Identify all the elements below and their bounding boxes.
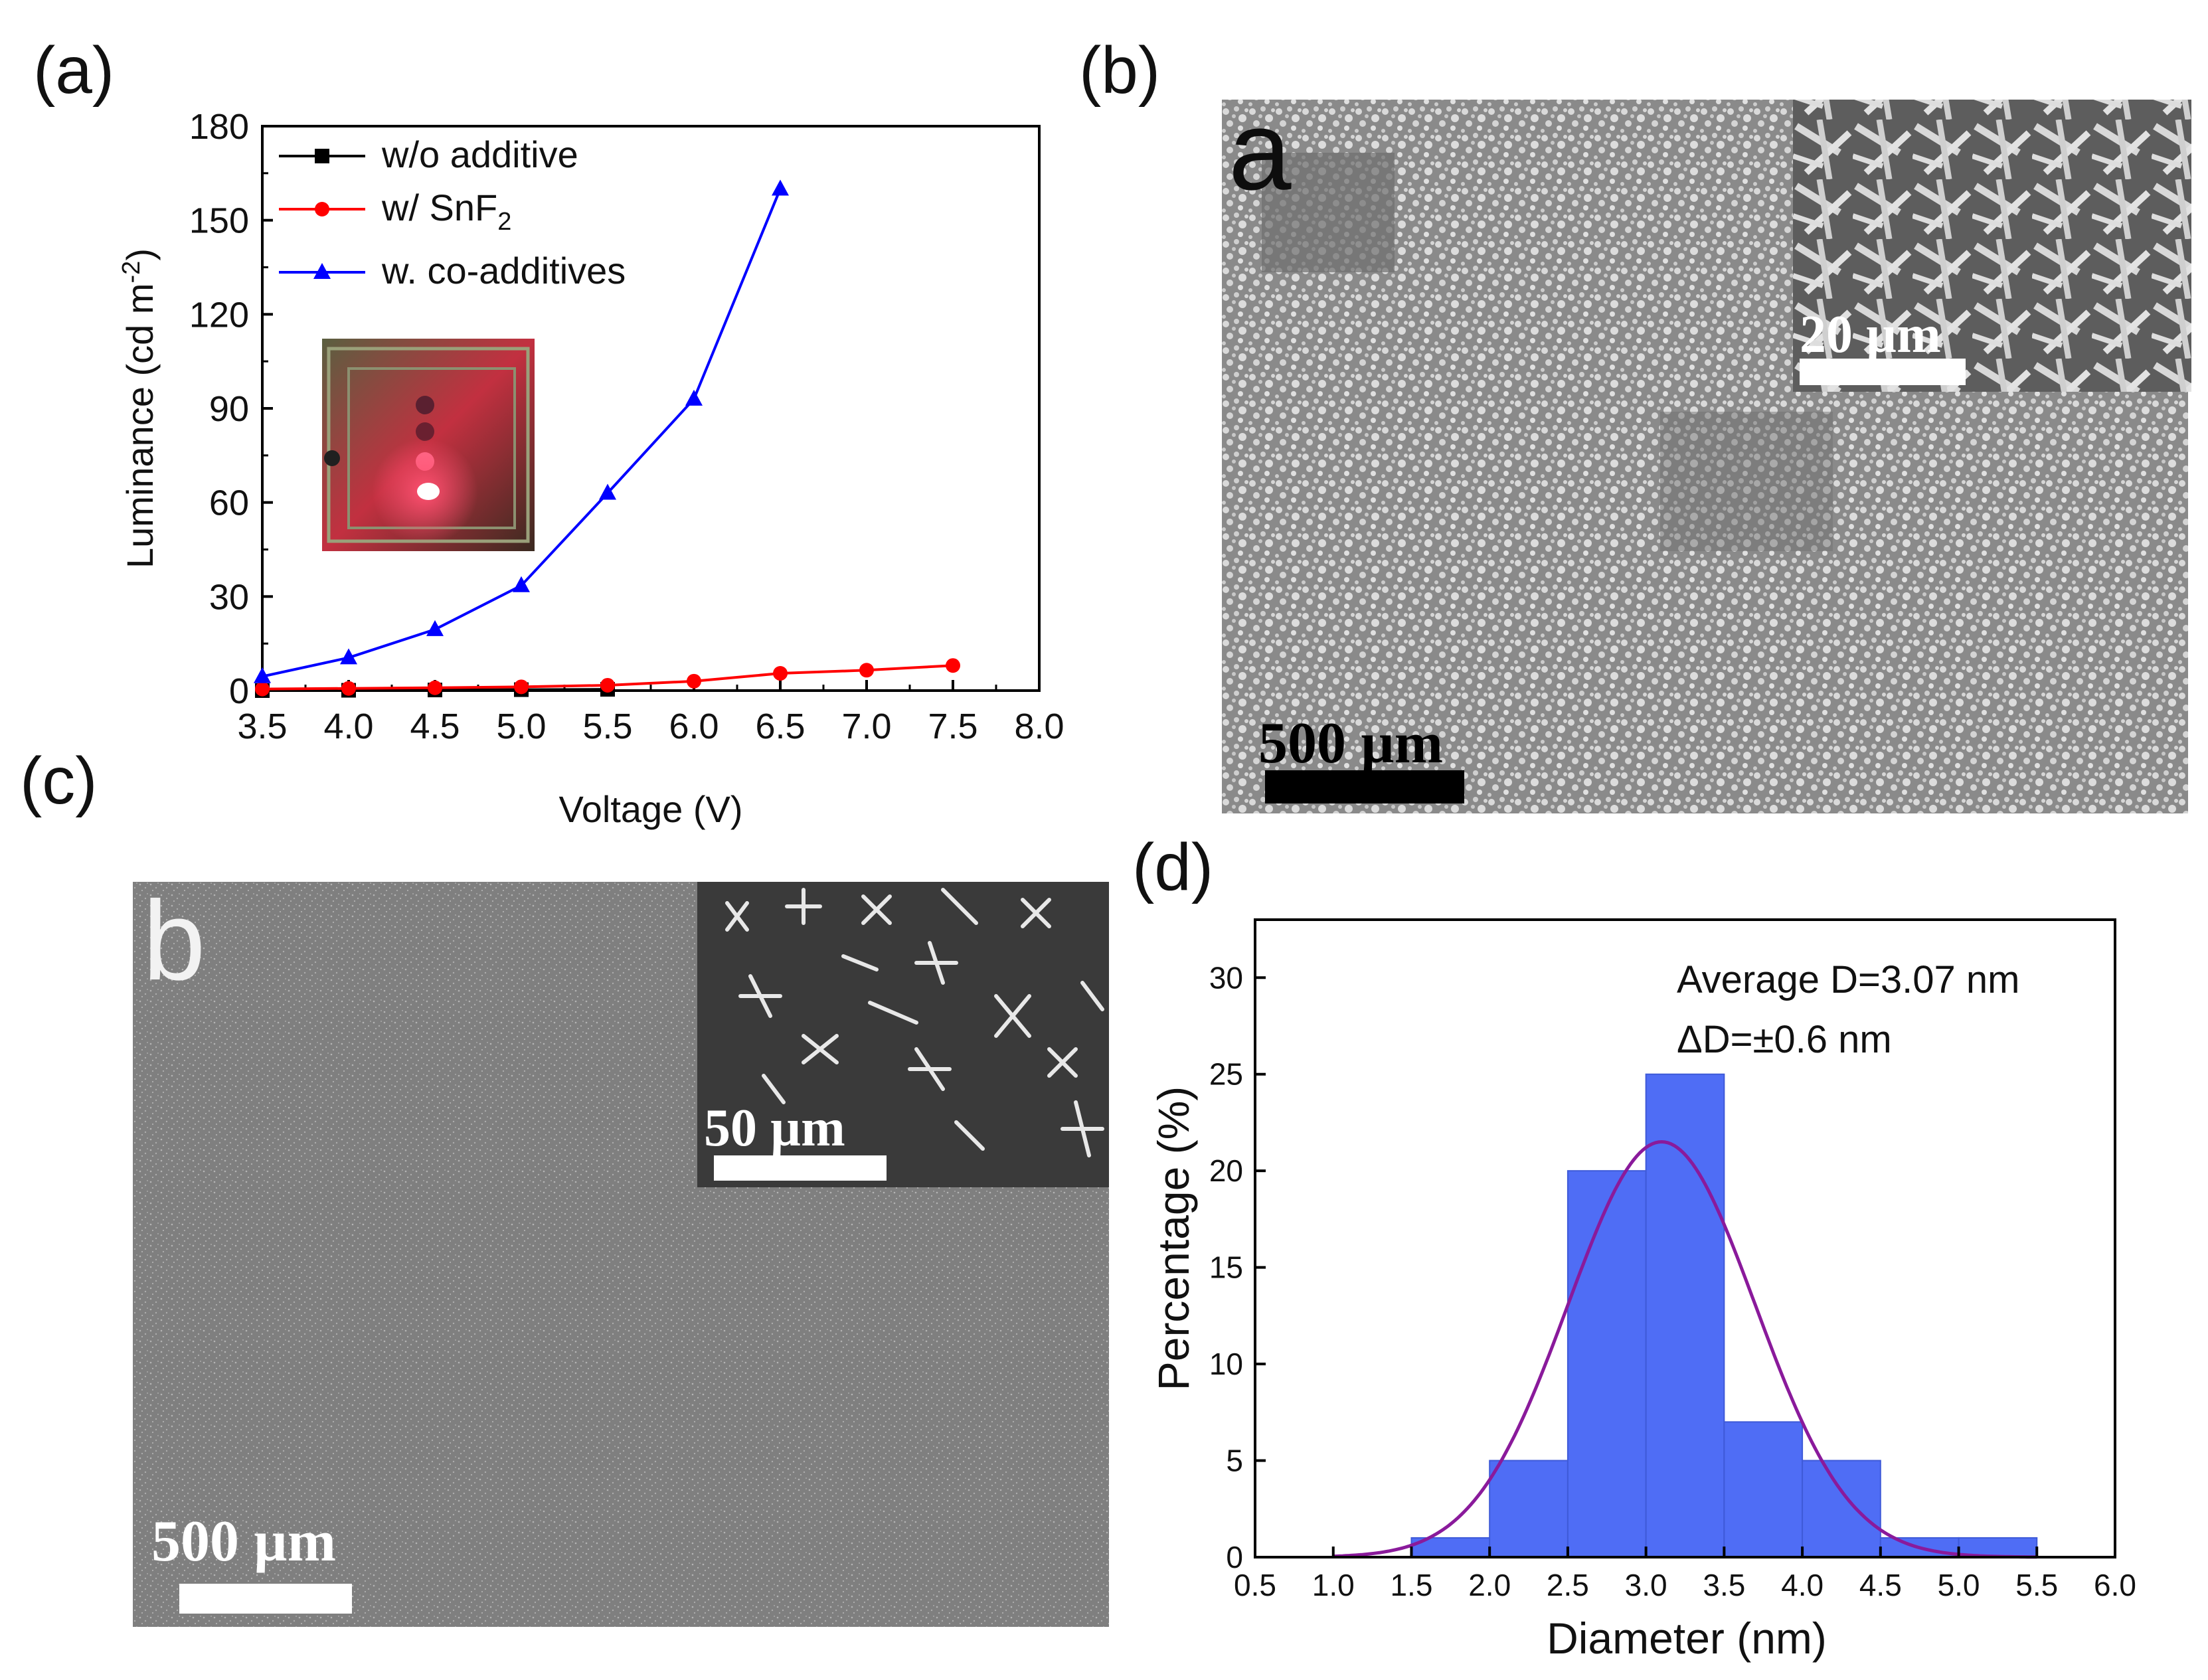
panel-label-d: (d) (1132, 830, 1213, 904)
chart-d-ticks: 0.5 1.0 1.5 2.0 2.5 3.0 3.5 4.0 4.5 5.0 5.5 6.0 0 5 10… (1209, 960, 2136, 1602)
x-tick-label: 2.0 (1468, 1568, 1511, 1602)
x-tick-label: 7.5 (928, 707, 977, 746)
chart-d-annotation-spread: ΔD=±0.6 nm (1677, 1018, 1892, 1061)
y-tick-label: 180 (189, 107, 249, 147)
sem-image-b: 20 µm a 500 µm (1222, 88, 2191, 813)
data-point (254, 667, 271, 683)
data-point (513, 576, 530, 592)
diameter-histogram: 0.5 1.0 1.5 2.0 2.5 3.0 3.5 4.0 4.5 5.0 5.5 6.0 0 5 10… (1149, 918, 2136, 1663)
data-point (773, 666, 788, 681)
legend-label-co-additives: w. co-additives (381, 250, 626, 292)
y-tick-label: 30 (209, 577, 249, 617)
chart-a-ylabel: Luminance (cd m-2) (118, 248, 161, 568)
y-tick-label: 60 (209, 483, 249, 523)
panel-label-b: (b) (1079, 33, 1160, 108)
panel-label-a: (a) (33, 33, 114, 108)
data-point (426, 620, 444, 636)
legend-label-wo-additive: w/o additive (381, 133, 578, 175)
chart-a-ticks: 3.5 4.0 4.5 5.0 5.5 6.0 6.5 7.0 7.5 8.0 0 30 60 90 120… (189, 107, 1064, 746)
y-tick-label: 5 (1226, 1444, 1243, 1478)
y-tick-label: 90 (209, 389, 249, 429)
y-tick-label: 10 (1209, 1347, 1243, 1381)
histogram-bar (1802, 1460, 1881, 1558)
x-tick-label: 6.0 (669, 707, 719, 746)
x-tick-label: 4.0 (1781, 1568, 1824, 1602)
data-point (599, 483, 616, 500)
sem-b-letter: a (1229, 88, 1292, 214)
sem-c-inset: 50 µm (697, 882, 1109, 1187)
x-tick-label: 4.5 (1859, 1568, 1902, 1602)
y-tick-label: 150 (189, 201, 249, 241)
x-tick-label: 2.5 (1547, 1568, 1589, 1602)
sem-b-scale-label: 500 µm (1258, 711, 1443, 776)
histogram-bar (1489, 1460, 1569, 1558)
chart-d-ylabel: Percentage (%) (1149, 1086, 1198, 1391)
device-photo-inset (322, 339, 535, 551)
x-tick-label: 6.0 (2094, 1568, 2136, 1602)
panel-label-c: (c) (20, 744, 98, 818)
y-tick-label: 15 (1209, 1250, 1243, 1285)
y-tick-label: 30 (1209, 960, 1243, 995)
x-tick-label: 8.0 (1014, 707, 1064, 746)
x-tick-label: 5.0 (496, 707, 546, 746)
y-tick-label: 25 (1209, 1057, 1243, 1092)
x-tick-label: 5.0 (1938, 1568, 1980, 1602)
x-tick-label: 5.5 (582, 707, 632, 746)
x-tick-label: 7.0 (841, 707, 891, 746)
x-tick-label: 1.5 (1390, 1568, 1432, 1602)
data-point (514, 679, 529, 695)
gaussian-fit-curve (1333, 1139, 2037, 1559)
sem-image-c: 50 µm b 500 µm (133, 878, 1109, 1627)
x-tick-label: 3.5 (1703, 1568, 1745, 1602)
y-tick-label: 20 (1209, 1153, 1243, 1188)
sem-b-scalebar (1265, 770, 1464, 803)
y-tick-label: 0 (1226, 1540, 1243, 1574)
sem-c-inset-scale: 50 µm (704, 1099, 845, 1157)
sem-b-inset: 20 µm (1793, 100, 2191, 392)
y-tick-label: 0 (229, 671, 249, 711)
data-point (687, 673, 701, 689)
histogram-bar (1567, 1170, 1647, 1558)
data-point (255, 681, 270, 697)
data-point (341, 681, 356, 696)
x-tick-label: 3.5 (237, 707, 287, 746)
data-point (772, 179, 789, 196)
x-tick-label: 4.0 (323, 707, 373, 746)
sem-c-letter: b (143, 878, 206, 1004)
data-point (600, 677, 615, 693)
x-tick-label: 3.0 (1625, 1568, 1667, 1602)
sem-c-scalebar (179, 1584, 352, 1614)
x-tick-label: 0.5 (1234, 1568, 1276, 1602)
chart-a-plot (254, 179, 960, 698)
data-point (340, 648, 357, 665)
x-tick-label: 5.5 (2015, 1568, 2058, 1602)
data-point (428, 680, 442, 695)
chart-a-xlabel: Voltage (V) (558, 788, 742, 830)
x-tick-label: 6.5 (755, 707, 805, 746)
chart-d-xlabel: Diameter (nm) (1547, 1614, 1827, 1663)
chart-d-plot (1333, 1073, 2038, 1559)
x-tick-label: 4.5 (410, 707, 460, 746)
chart-a-legend: w/o additive w/ SnF2 w. co-additives (279, 133, 626, 292)
chart-d-frame (1254, 918, 2116, 1558)
chart-d-annotation-average: Average D=3.07 nm (1677, 958, 2019, 1001)
histogram-bar (1723, 1421, 1804, 1558)
luminance-chart: 3.5 4.0 4.5 5.0 5.5 6.0 6.5 7.0 7.5 8.0 0 30 60 90 120… (118, 107, 1064, 830)
data-point (946, 658, 960, 673)
histogram-bar (1645, 1073, 1725, 1558)
data-point (685, 389, 703, 406)
sem-b-inset-scale: 20 µm (1800, 305, 1941, 364)
x-tick-label: 1.0 (1312, 1568, 1355, 1602)
data-point (859, 663, 874, 678)
y-tick-label: 120 (189, 295, 249, 335)
legend-label-snf2: w/ SnF2 (381, 187, 511, 236)
sem-c-scale-label: 500 µm (151, 1509, 336, 1574)
